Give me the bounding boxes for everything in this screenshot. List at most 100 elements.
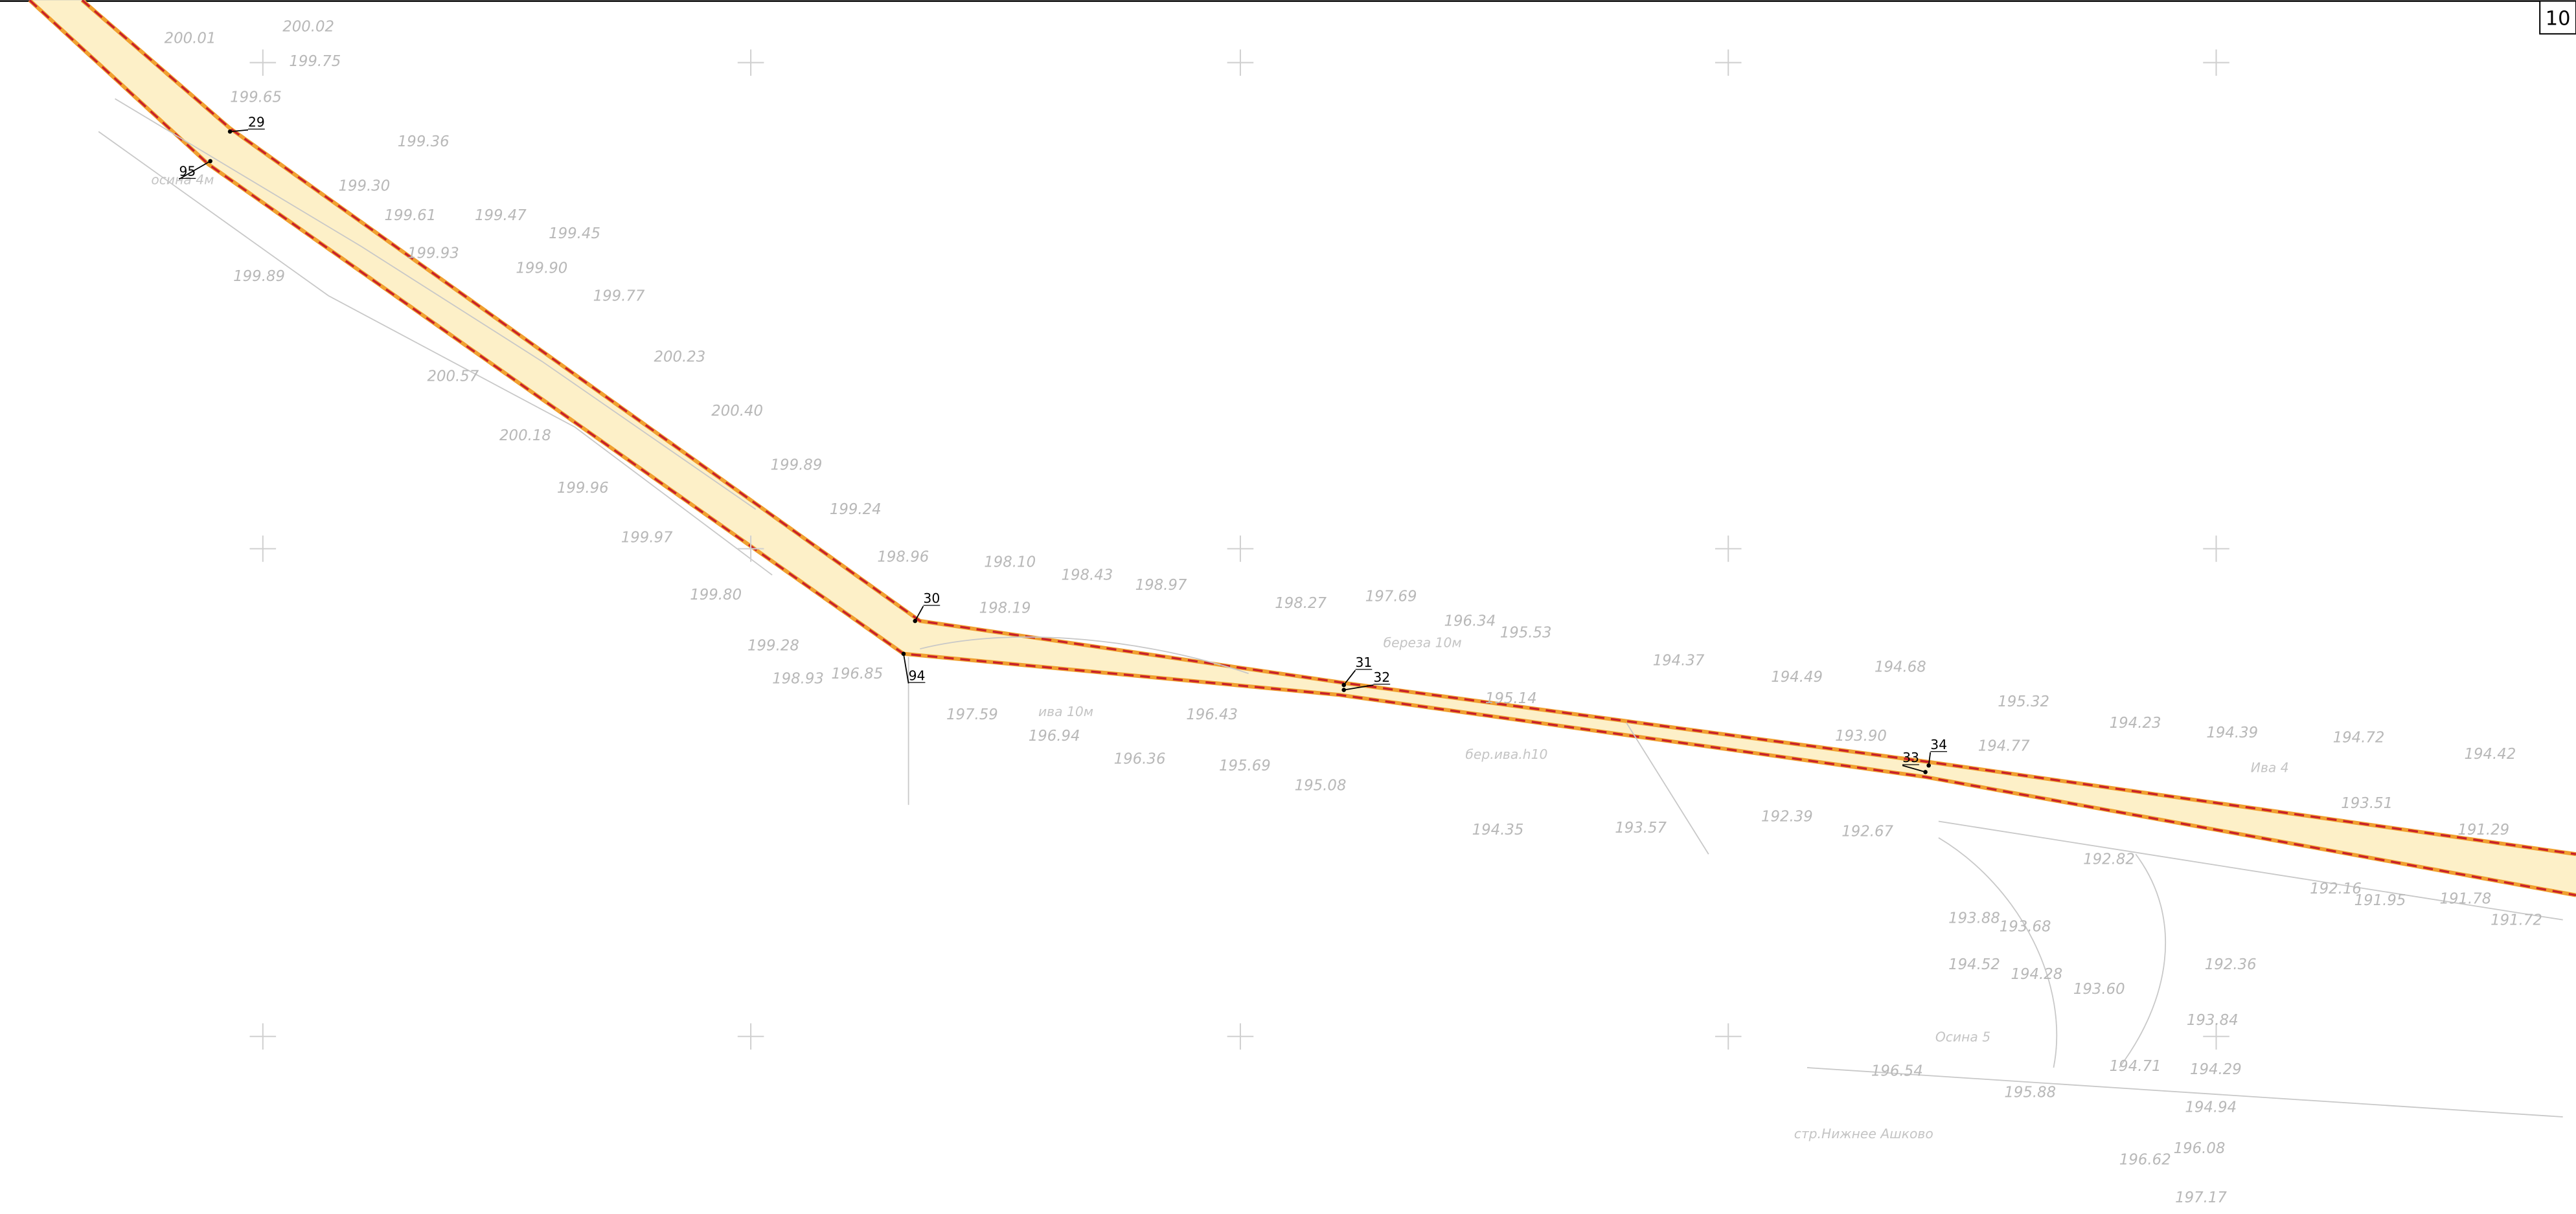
point-leader xyxy=(1343,669,1356,686)
elevation-label: 194.72 xyxy=(2333,730,2385,747)
elevation-label: 199.97 xyxy=(621,529,673,546)
point-label: 31 xyxy=(1355,655,1372,670)
elevation-label: 199.90 xyxy=(516,260,567,276)
elevation-label: 194.42 xyxy=(2465,746,2516,763)
elevation-label: 199.96 xyxy=(557,480,609,497)
elevation-label: 194.39 xyxy=(2206,725,2258,741)
elevation-label: 196.54 xyxy=(1871,1063,1923,1080)
map-note: осина 4м xyxy=(151,172,214,187)
elevation-label: 194.52 xyxy=(1948,956,2000,973)
elevation-label: 198.97 xyxy=(1135,577,1187,594)
elevation-label: 192.39 xyxy=(1761,808,1813,825)
elevation-label: 198.10 xyxy=(984,554,1036,570)
elevation-label: 194.35 xyxy=(1472,822,1524,838)
elevation-label: 193.60 xyxy=(2073,981,2125,998)
elevation-label: 199.61 xyxy=(385,207,437,224)
elevation-label: 195.88 xyxy=(2004,1085,2056,1101)
elevation-label: 194.77 xyxy=(1978,737,2030,754)
point-leader xyxy=(1928,752,1932,766)
elevation-label: 192.16 xyxy=(2310,881,2362,897)
elevation-label: 196.62 xyxy=(2119,1152,2171,1169)
elevation-label: 200.01 xyxy=(165,30,216,47)
elevation-label: 193.51 xyxy=(2341,795,2393,812)
survey-point xyxy=(1923,770,1928,774)
elevation-label: 194.37 xyxy=(1653,653,1705,669)
elevation-label: 196.94 xyxy=(1029,728,1080,745)
elevation-label: 200.40 xyxy=(711,403,763,420)
elevation-label: 193.68 xyxy=(2000,918,2051,935)
elevation-label: 195.53 xyxy=(1500,624,1552,641)
terrain-lines xyxy=(98,98,2563,1118)
elevation-label: 191.29 xyxy=(2457,822,2509,838)
elevation-label: 199.30 xyxy=(338,178,390,195)
survey-point xyxy=(227,129,233,134)
elevation-label: 193.88 xyxy=(1948,910,2000,927)
sheet-number: 10 xyxy=(2546,7,2571,30)
elevation-label: 199.80 xyxy=(690,587,742,603)
point-label: 30 xyxy=(923,590,940,606)
elevation-label: 195.14 xyxy=(1485,690,1537,707)
elevation-label: 198.19 xyxy=(979,600,1031,616)
elevation-label: 196.08 xyxy=(2174,1140,2226,1157)
point-leader xyxy=(1902,765,1926,773)
point-leader xyxy=(230,129,249,133)
elevation-label: 193.57 xyxy=(1615,820,1667,837)
map-note: ива 10м xyxy=(1038,704,1093,719)
map-note: стр.Нижнее Ашково xyxy=(1794,1126,1933,1141)
survey-point xyxy=(1341,688,1347,692)
elevation-label: 194.71 xyxy=(2110,1058,2161,1075)
point-leader xyxy=(903,653,909,684)
elevation-label: 191.78 xyxy=(2439,890,2491,907)
elevation-label: 199.89 xyxy=(233,268,285,285)
elevation-label: 200.57 xyxy=(427,368,479,385)
point-label: 32 xyxy=(1373,669,1390,685)
elevation-label: 195.69 xyxy=(1219,758,1271,774)
elevation-label: 199.47 xyxy=(475,207,527,224)
map-note: береза 10м xyxy=(1384,635,1462,651)
elevation-label: 194.29 xyxy=(2190,1061,2242,1078)
elevation-label: 194.68 xyxy=(1875,659,1926,676)
elevation-label: 200.02 xyxy=(282,19,334,36)
point-label: 34 xyxy=(1930,737,1947,752)
elevation-label: 196.34 xyxy=(1444,613,1496,630)
elevation-label: 194.49 xyxy=(1771,669,1823,686)
elevation-label: 196.36 xyxy=(1114,751,1166,768)
elevation-label: 198.27 xyxy=(1275,595,1327,612)
elevation-label: 199.65 xyxy=(230,89,282,106)
survey-point xyxy=(901,651,906,657)
elevation-label: 199.77 xyxy=(593,287,645,304)
survey-point xyxy=(913,618,918,624)
elevation-label: 197.59 xyxy=(946,706,998,723)
survey-point xyxy=(1926,763,1931,768)
elevation-label: 198.43 xyxy=(1061,567,1113,584)
elevation-label: 199.36 xyxy=(398,133,450,150)
elevation-label: 191.95 xyxy=(2354,892,2406,909)
map-note: Ива 4 xyxy=(2251,759,2289,775)
survey-point xyxy=(208,159,212,164)
elevation-label: 199.28 xyxy=(747,638,799,655)
elevation-label: 200.18 xyxy=(499,427,551,444)
elevation-label: 196.43 xyxy=(1186,706,1238,723)
survey-point xyxy=(1341,682,1347,688)
elevation-label: 196.85 xyxy=(831,666,883,682)
elevation-label: 195.32 xyxy=(1998,693,2049,710)
point-leader xyxy=(914,605,924,622)
point-label: 94 xyxy=(909,668,926,683)
elevation-label: 193.90 xyxy=(1835,728,1887,745)
elevation-label: 199.89 xyxy=(771,457,823,474)
elevation-label: 194.28 xyxy=(2011,966,2062,983)
elevation-label: 194.94 xyxy=(2185,1099,2237,1116)
elevation-label: 192.82 xyxy=(2083,851,2135,868)
point-label: 29 xyxy=(248,115,265,130)
map-note: бер.ива.h10 xyxy=(1465,747,1547,762)
elevation-label: 199.24 xyxy=(830,501,882,518)
point-leader xyxy=(179,161,211,180)
elevation-label: 197.17 xyxy=(2175,1189,2227,1206)
elevation-label: 193.84 xyxy=(2187,1012,2239,1029)
elevation-label: 199.93 xyxy=(407,245,459,262)
elevation-label: 192.67 xyxy=(1841,823,1893,840)
point-leader xyxy=(1343,684,1374,691)
map-note: Осина 5 xyxy=(1935,1029,1990,1044)
